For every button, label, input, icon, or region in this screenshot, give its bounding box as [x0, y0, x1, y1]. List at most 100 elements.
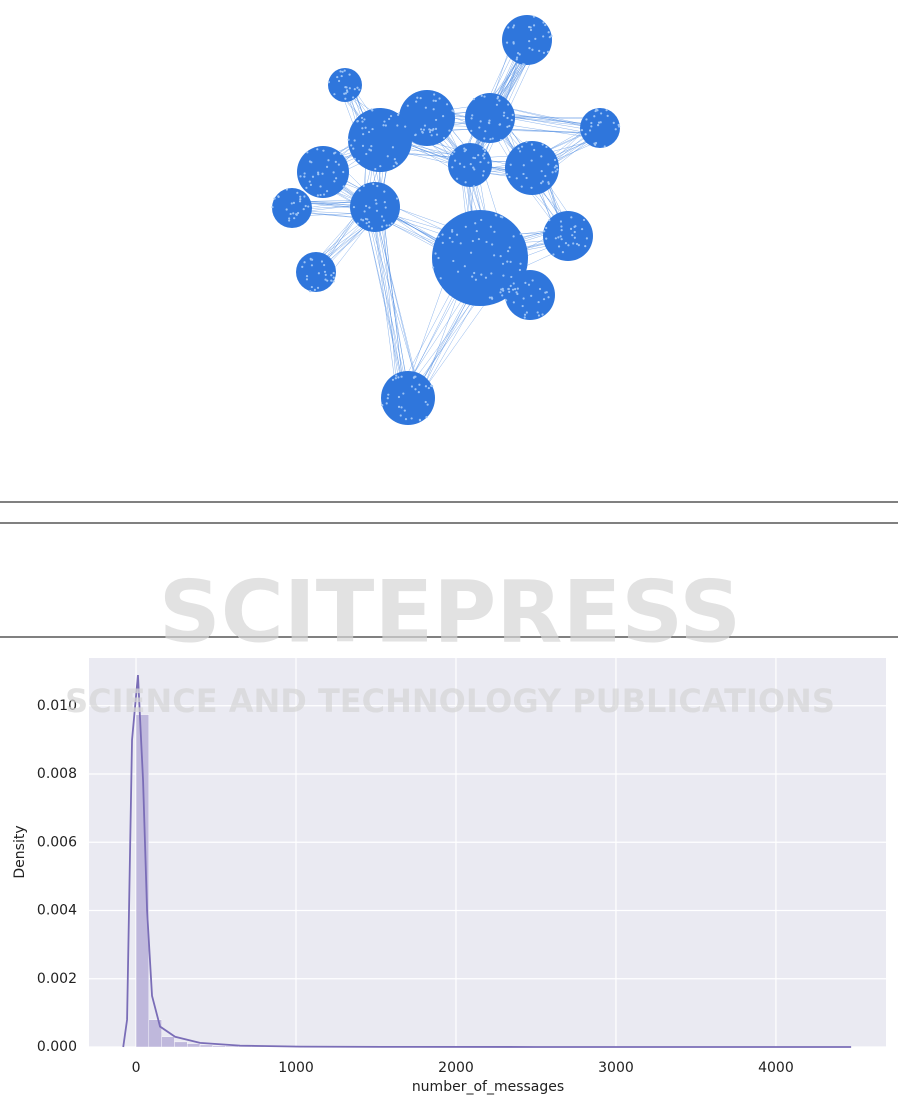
node [436, 134, 438, 136]
cluster [272, 188, 312, 228]
node [392, 146, 394, 148]
node [387, 394, 389, 396]
node [524, 314, 526, 316]
node [454, 159, 456, 161]
node [305, 205, 307, 207]
node [296, 192, 298, 194]
node [288, 219, 290, 221]
node [383, 191, 385, 193]
node [306, 151, 308, 153]
node [303, 176, 305, 178]
node [420, 97, 422, 99]
node [360, 218, 362, 220]
node [595, 110, 597, 112]
node [561, 238, 563, 240]
cluster [348, 108, 412, 172]
node [431, 134, 433, 136]
node [510, 164, 512, 166]
node [368, 149, 370, 151]
node [485, 241, 487, 243]
node [478, 238, 480, 240]
node [513, 301, 515, 303]
node [545, 238, 547, 240]
node [474, 157, 476, 159]
node [538, 301, 540, 303]
node [362, 145, 364, 147]
node [526, 177, 528, 179]
node [464, 150, 466, 152]
node [531, 159, 533, 161]
node [500, 216, 502, 218]
node [425, 401, 427, 403]
node [333, 171, 335, 173]
node [365, 153, 367, 155]
x-tick-label: 2000 [438, 1060, 474, 1076]
node [581, 129, 583, 131]
cluster [328, 68, 362, 102]
node [442, 115, 444, 117]
node [471, 114, 473, 116]
node [428, 387, 430, 389]
node [341, 75, 343, 77]
node [574, 237, 576, 239]
node [363, 118, 365, 120]
node [423, 129, 425, 131]
node [415, 101, 417, 103]
node [531, 49, 533, 51]
node [396, 163, 398, 165]
node [506, 261, 508, 263]
node [324, 278, 326, 280]
node [354, 88, 356, 90]
node [567, 244, 569, 246]
node [395, 374, 397, 376]
node [499, 291, 501, 293]
node [324, 271, 326, 273]
node [464, 265, 466, 267]
node [446, 103, 448, 105]
node [570, 216, 572, 218]
node [500, 255, 502, 257]
node [383, 120, 385, 122]
node [474, 222, 476, 224]
node [578, 244, 580, 246]
node [358, 160, 360, 162]
node [319, 194, 321, 196]
node [484, 130, 486, 132]
node [309, 290, 311, 292]
node [508, 291, 510, 293]
node [299, 175, 301, 177]
node [482, 148, 484, 150]
node [503, 115, 505, 117]
network-graph [271, 15, 620, 425]
node [440, 277, 442, 279]
node [428, 128, 430, 130]
node [375, 202, 377, 204]
node [451, 110, 453, 112]
node [344, 69, 346, 71]
node [345, 86, 347, 88]
node [483, 95, 485, 97]
node [371, 109, 373, 111]
node [382, 124, 384, 126]
node [288, 217, 290, 219]
node [594, 144, 596, 146]
node [600, 112, 602, 114]
node [552, 253, 554, 255]
x-tick-label: 4000 [758, 1060, 794, 1076]
y-tick-label: 0.008 [37, 766, 77, 782]
node [425, 416, 427, 418]
node [489, 138, 491, 140]
node [348, 74, 350, 76]
node [523, 164, 525, 166]
node [581, 228, 583, 230]
node [495, 214, 497, 216]
node [451, 231, 453, 233]
node [333, 277, 335, 279]
node [365, 205, 367, 207]
node [460, 242, 462, 244]
node [472, 167, 474, 169]
node [545, 227, 547, 229]
node [508, 125, 510, 127]
